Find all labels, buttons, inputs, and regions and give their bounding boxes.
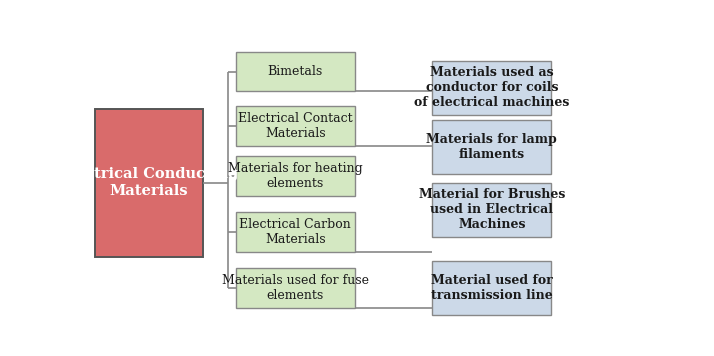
FancyBboxPatch shape <box>433 61 551 115</box>
Text: Electrical Contact
Materials: Electrical Contact Materials <box>238 112 353 140</box>
Text: Materials used for fuse
elements: Materials used for fuse elements <box>222 274 369 302</box>
Text: Material for Brushes
used in Electrical
Machines: Material for Brushes used in Electrical … <box>418 188 565 231</box>
FancyBboxPatch shape <box>433 261 551 315</box>
FancyBboxPatch shape <box>236 52 355 91</box>
FancyBboxPatch shape <box>236 106 355 146</box>
Text: Bimetals: Bimetals <box>268 65 323 78</box>
FancyBboxPatch shape <box>236 268 355 308</box>
FancyBboxPatch shape <box>236 212 355 252</box>
Text: Materials used as
conductor for coils
of electrical machines: Materials used as conductor for coils of… <box>414 67 570 109</box>
FancyBboxPatch shape <box>95 109 203 257</box>
Text: Material used for
transmission line: Material used for transmission line <box>431 274 553 302</box>
FancyBboxPatch shape <box>236 156 355 195</box>
FancyBboxPatch shape <box>433 183 551 237</box>
Text: Electrical Conducting
Materials: Electrical Conducting Materials <box>59 167 238 198</box>
Text: Electrical Carbon
Materials: Electrical Carbon Materials <box>239 218 351 246</box>
FancyBboxPatch shape <box>433 120 551 174</box>
Text: Materials for heating
elements: Materials for heating elements <box>228 162 363 190</box>
Text: Materials for lamp
filaments: Materials for lamp filaments <box>426 133 557 161</box>
